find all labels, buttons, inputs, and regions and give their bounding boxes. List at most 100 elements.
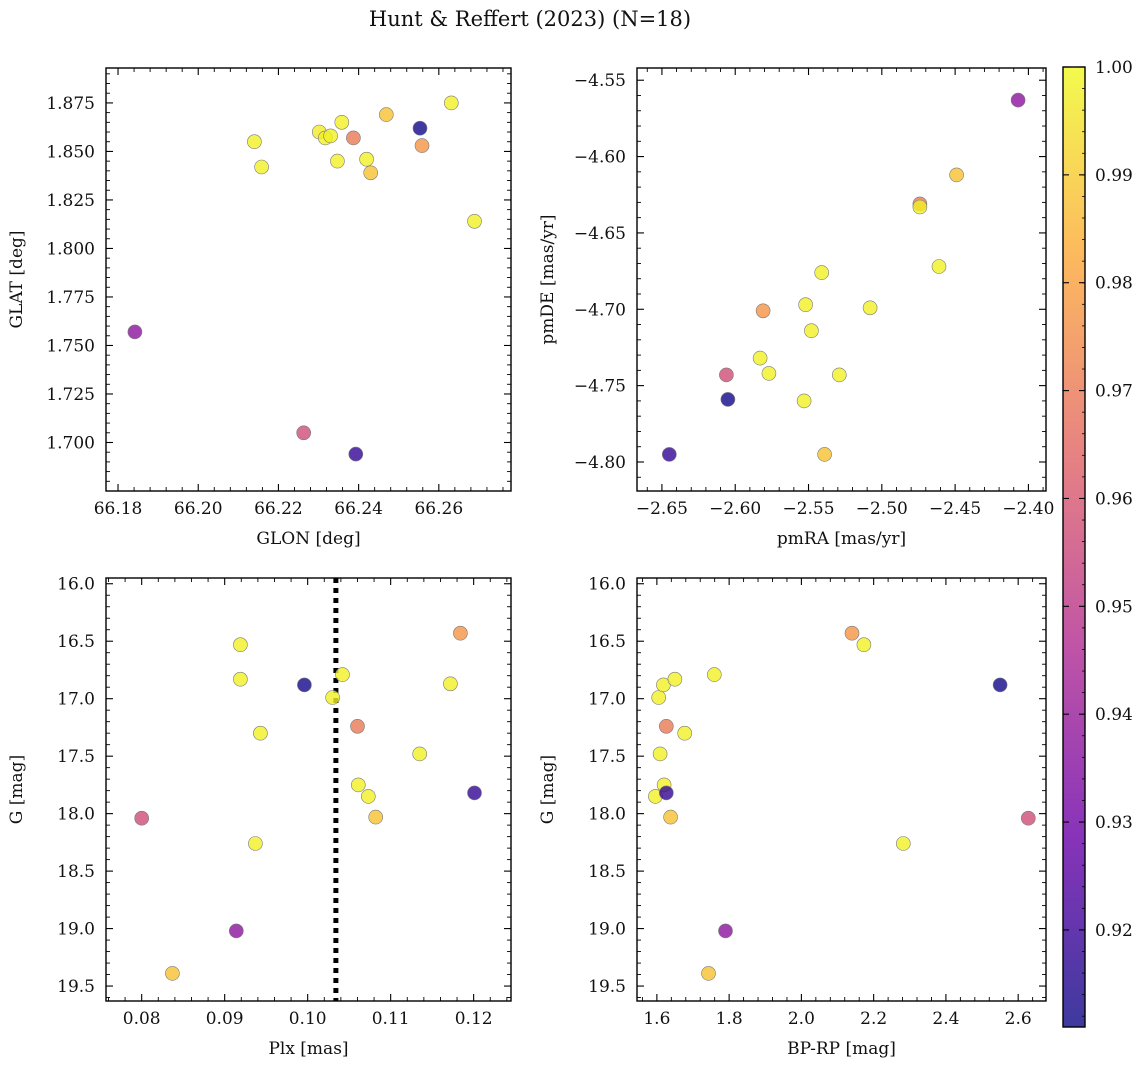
- y-tick-label: 18.0: [57, 805, 95, 825]
- data-point: [804, 323, 819, 339]
- data-point: [360, 789, 376, 804]
- colorbar-tick-label: 0.99: [1095, 166, 1133, 186]
- data-point: [350, 777, 366, 793]
- data-point: [752, 350, 768, 366]
- x-tick-label: 2.0: [788, 1009, 815, 1029]
- data-point: [1010, 92, 1026, 108]
- data-point: [663, 809, 678, 825]
- data-point: [895, 836, 911, 851]
- data-point: [335, 667, 350, 682]
- panels: 66.18 66.20 66.22 66.24 66.26 1.700 1.725 1.750…: [7, 67, 1054, 1059]
- y-tick-label: 1.750: [46, 336, 95, 356]
- ticks-cmd: [637, 578, 1046, 1001]
- y-tick-label: 1.850: [46, 142, 95, 162]
- data-point: [844, 625, 860, 641]
- data-point: [412, 746, 428, 762]
- colorbar-tick-label: 0.96: [1095, 489, 1133, 509]
- data-point: [652, 746, 668, 762]
- data-point: [701, 966, 716, 981]
- ticks-lonlat: [106, 68, 511, 492]
- data-point: [378, 107, 394, 122]
- axes-frame: [105, 577, 512, 1002]
- colorbar-frame: [1062, 66, 1086, 1028]
- x-tick-label: 0.08: [123, 1009, 161, 1029]
- y-axis-label: G [mag]: [7, 755, 27, 824]
- x-tick-label: 0.10: [289, 1009, 327, 1029]
- x-tick-label: −2.50: [856, 499, 908, 519]
- colorbar: 0.92 0.93 0.94 0.95 0.96 0.97 0.98 0.99 1.00: [1062, 58, 1133, 1028]
- data-point: [350, 718, 365, 734]
- colorbar-gradient: [1063, 67, 1085, 1027]
- data-point: [949, 167, 964, 183]
- x-tick-label: −2.60: [709, 499, 761, 519]
- data-point: [658, 718, 674, 734]
- data-point: [856, 637, 872, 653]
- y-tick-label: 19.5: [588, 977, 626, 997]
- axes-frame: [105, 67, 512, 492]
- data-point: [443, 676, 458, 692]
- data-point: [718, 923, 733, 939]
- y-tick-label: 1.875: [46, 94, 95, 114]
- x-tick-label: 0.09: [206, 1009, 244, 1029]
- data-point: [931, 259, 947, 274]
- x-axis-label: Plx [mas]: [268, 1039, 348, 1059]
- data-point: [330, 153, 345, 169]
- y-tick-label: 17.0: [57, 690, 95, 710]
- points-plxg: [134, 625, 482, 981]
- y-tick-label: −4.60: [574, 148, 626, 168]
- colorbar-tick-label: 1.00: [1095, 58, 1133, 78]
- data-point: [233, 671, 248, 687]
- data-point: [412, 120, 428, 136]
- points-pm: [661, 92, 1026, 462]
- data-point: [992, 677, 1008, 693]
- data-point: [651, 690, 667, 705]
- x-tick-label: −2.40: [1002, 499, 1054, 519]
- colorbar-tick-label: 0.93: [1095, 813, 1133, 833]
- data-point: [134, 810, 149, 826]
- data-point: [831, 367, 847, 383]
- data-point: [661, 447, 677, 462]
- data-point: [253, 725, 268, 741]
- x-axis-label: pmRA [mas/yr]: [777, 529, 906, 549]
- data-point: [667, 671, 683, 687]
- y-tick-label: −4.75: [574, 377, 626, 397]
- data-point: [348, 446, 364, 462]
- y-tick-label: 16.5: [588, 632, 626, 652]
- x-tick-label: 0.12: [455, 1009, 493, 1029]
- y-axis-label: G [mag]: [538, 755, 558, 824]
- data-point: [755, 303, 771, 319]
- data-point: [254, 159, 269, 175]
- x-tick-label: −2.55: [782, 499, 834, 519]
- data-point: [359, 151, 374, 167]
- y-tick-label: −4.55: [574, 71, 626, 91]
- data-point: [297, 677, 312, 693]
- y-tick-label: 18.5: [588, 862, 626, 882]
- colorbar-tick-label: 0.97: [1095, 382, 1133, 402]
- figure-title: Hunt & Reffert (2023) (N=18): [369, 7, 691, 31]
- data-point: [443, 95, 459, 111]
- x-tick-label: 0.11: [372, 1009, 410, 1029]
- axes-frame: [636, 577, 1047, 1002]
- y-tick-label: −4.80: [574, 453, 626, 473]
- panel-cmd: 1.6 1.8 2.0 2.2 2.4 2.6 16.0 16.5 17.0 17.5 18.0 18…: [538, 575, 1047, 1059]
- x-axis-label: GLON [deg]: [256, 529, 360, 549]
- points-lonlat: [127, 95, 482, 462]
- data-point: [127, 324, 143, 340]
- colorbar-tick-label: 0.98: [1095, 274, 1133, 294]
- y-tick-label: 16.0: [57, 575, 95, 595]
- data-point: [363, 165, 379, 181]
- data-point: [719, 367, 734, 383]
- y-tick-label: 18.0: [588, 805, 626, 825]
- data-point: [248, 836, 263, 851]
- data-point: [796, 393, 812, 409]
- y-tick-label: 16.0: [588, 575, 626, 595]
- data-point: [658, 785, 674, 801]
- data-point: [817, 447, 832, 462]
- colorbar-tick-label: 0.94: [1095, 705, 1133, 725]
- panel-lonlat: 66.18 66.20 66.22 66.24 66.26 1.700 1.725 1.750…: [7, 67, 512, 549]
- data-point: [1021, 810, 1036, 826]
- x-tick-label: 66.20: [174, 499, 223, 519]
- ticks-pm: [637, 68, 1046, 491]
- data-point: [296, 425, 312, 441]
